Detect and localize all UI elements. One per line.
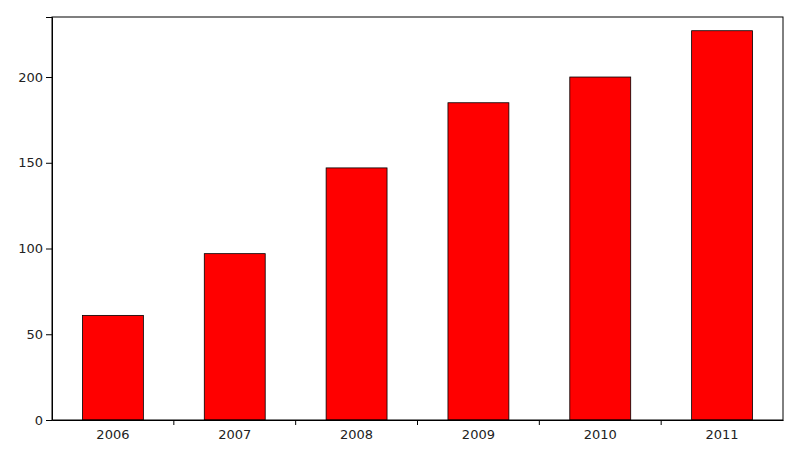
chart: 0 50 100 150 200 2006 2007 2008 2009 2010 2011: [0, 0, 800, 455]
bar: [570, 77, 631, 420]
tick-mark: [46, 420, 52, 421]
category-divider: [295, 420, 296, 425]
bars: [82, 31, 752, 420]
tick-label: 200: [18, 70, 43, 85]
axis-line: [46, 18, 53, 421]
tick-mark: [46, 249, 52, 250]
tick: 2010: [584, 420, 617, 442]
bar: [448, 103, 509, 420]
tick: 2007: [218, 420, 251, 442]
tick-label: 2007: [218, 427, 251, 442]
tick: 2011: [706, 420, 739, 442]
bar: [204, 254, 265, 420]
tick: 0: [35, 413, 52, 428]
bar: [82, 315, 143, 420]
tick: 50: [26, 327, 52, 342]
tick-label: 0: [35, 413, 43, 428]
plot-frame: [52, 17, 783, 420]
tick-label: 2011: [706, 427, 739, 442]
category-divider: [539, 420, 540, 425]
tick-mark: [46, 163, 52, 164]
bar: [692, 31, 753, 420]
tick-label: 2008: [340, 427, 373, 442]
tick: 2006: [96, 420, 129, 442]
tick-mark: [46, 334, 52, 335]
category-divider: [661, 420, 662, 425]
x-axis: 2006 2007 2008 2009 2010 2011: [53, 420, 784, 442]
tick-label: 2010: [584, 427, 617, 442]
tick: 150: [18, 155, 52, 170]
category-divider: [173, 420, 174, 425]
tick-label: 150: [18, 155, 43, 170]
tick-label: 2009: [462, 427, 495, 442]
tick-label: 50: [26, 327, 43, 342]
tick: 2008: [340, 420, 373, 442]
tick-label: 2006: [96, 427, 129, 442]
tick: 200: [18, 70, 52, 85]
y-axis: 0 50 100 150 200: [18, 18, 52, 428]
bar: [326, 168, 387, 420]
tick: 100: [18, 241, 52, 256]
tick-mark: [46, 77, 52, 78]
tick: 2009: [462, 420, 495, 442]
plot: 0 50 100 150 200 2006 2007 2008 2009 2010 2011: [18, 17, 783, 442]
tick-label: 100: [18, 241, 43, 256]
category-divider: [417, 420, 418, 425]
